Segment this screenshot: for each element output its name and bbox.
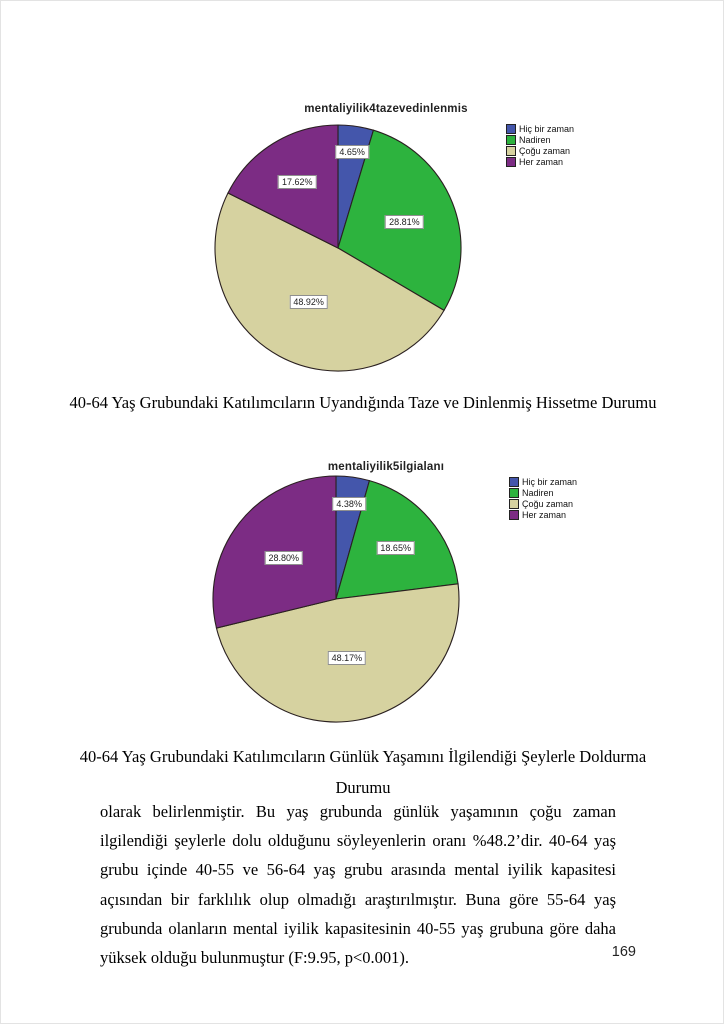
figure-caption-2: 40-64 Yaş Grubundaki Katılımcıların Günl… (1, 741, 723, 803)
pie-slice-value-label: 48.92% (289, 295, 328, 309)
legend-item: Çoğu zaman (506, 146, 574, 156)
legend-swatch (506, 157, 516, 167)
legend-label: Nadiren (519, 135, 551, 145)
chart-legend-2: Hiç bir zaman Nadiren Çoğu zaman Her zaman (509, 477, 577, 521)
legend-item: Hiç bir zaman (509, 477, 577, 487)
pie-slice-2 (335, 479, 459, 600)
legend-swatch (506, 146, 516, 156)
chart-legend-1: Hiç bir zaman Nadiren Çoğu zaman Her zaman (506, 124, 574, 168)
page-number: 169 (611, 944, 636, 960)
pie-slice-3 (214, 192, 445, 372)
legend-label: Çoğu zaman (522, 499, 574, 509)
pie-chart-svg-1 (214, 124, 462, 372)
pie-slice-value-label: 48.17% (327, 651, 367, 666)
legend-item: Hiç bir zaman (506, 124, 574, 134)
pie-slice-value-label: 17.62% (278, 175, 317, 190)
chart-title-1: mentaliyilik4tazevedinlenmis (304, 103, 468, 115)
caption-line: 40-64 Yaş Grubundaki Katılımcıların Günl… (79, 747, 647, 766)
caption-line: 40-64 Yaş Grubundaki Katılımcıların Uyan… (69, 393, 657, 412)
legend-label: Nadiren (522, 488, 554, 498)
pie-slice-value-label: 28.81% (385, 215, 424, 229)
pie-slice-value-label: 18.65% (376, 540, 415, 555)
legend-item: Her zaman (509, 510, 577, 520)
chart-title-2: mentaliyilik5ilgialanı (327, 461, 445, 473)
pie-chart-svg-2 (212, 475, 460, 723)
legend-swatch (506, 124, 516, 134)
legend-swatch (509, 488, 519, 498)
legend-swatch (509, 510, 519, 520)
legend-label: Her zaman (519, 157, 564, 167)
legend-label: Hiç bir zaman (519, 124, 575, 134)
figure-caption-1: 40-64 Yaş Grubundaki Katılımcıların Uyan… (1, 387, 723, 418)
pie-slice-value-label: 4.65% (335, 144, 369, 159)
legend-label: Her zaman (522, 510, 567, 520)
legend-item: Nadiren (506, 135, 574, 145)
legend-label: Çoğu zaman (519, 146, 571, 156)
pie-slice-value-label: 28.80% (264, 551, 304, 565)
pie-chart-figure-2: mentaliyilik5ilgialanı Hiç bir zaman Nadi… (1, 456, 723, 751)
legend-swatch (509, 477, 519, 487)
pie-slice-value-label: 4.38% (332, 497, 366, 511)
legend-item: Nadiren (509, 488, 577, 498)
caption-line: Durumu (335, 778, 391, 797)
legend-swatch (506, 135, 516, 145)
legend-item: Her zaman (506, 157, 574, 167)
legend-label: Hiç bir zaman (522, 477, 578, 487)
body-paragraph: olarak belirlenmiştir. Bu yaş grubunda g… (100, 802, 616, 968)
legend-item: Çoğu zaman (509, 499, 577, 509)
pie-chart-figure-1: mentaliyilik4tazevedinlenmis Hiç bir zam… (1, 101, 723, 396)
legend-swatch (509, 499, 519, 509)
